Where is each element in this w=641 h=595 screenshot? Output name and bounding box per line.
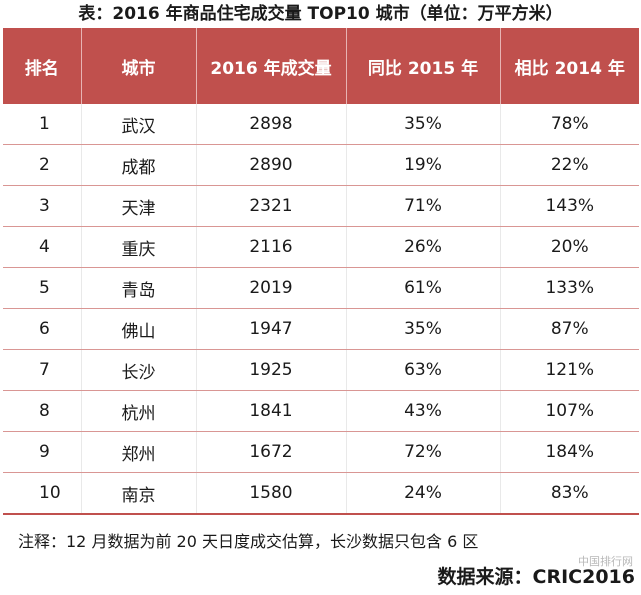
- cell-yoy-2015: 63%: [346, 349, 501, 391]
- cell-rank: 2: [3, 144, 82, 186]
- cell-vs-2014: 83%: [500, 472, 639, 515]
- cell-vs-2014: 87%: [500, 308, 639, 350]
- cell-city: 武汉: [81, 104, 197, 145]
- cell-yoy-2015: 24%: [346, 472, 501, 515]
- cell-rank: 7: [3, 349, 82, 391]
- cell-city: 长沙: [81, 349, 197, 391]
- footnote: 注释：12 月数据为前 20 天日度成交估算，长沙数据只包含 6 区: [18, 532, 479, 551]
- table-row: 7 长沙 1925 63% 121%: [3, 349, 639, 391]
- header-city: 城市: [81, 28, 197, 104]
- table-row: 5 青岛 2019 61% 133%: [3, 267, 639, 309]
- cell-volume: 2890: [196, 144, 347, 186]
- cell-rank: 3: [3, 185, 82, 227]
- table-row: 2 成都 2890 19% 22%: [3, 144, 639, 186]
- cell-vs-2014: 22%: [500, 144, 639, 186]
- table-row: 10 南京 1580 24% 83%: [3, 472, 639, 515]
- cell-yoy-2015: 19%: [346, 144, 501, 186]
- watermark: 中国排行网: [578, 555, 633, 568]
- header-volume-2016: 2016 年成交量: [196, 28, 347, 104]
- header-yoy-2015: 同比 2015 年: [346, 28, 501, 104]
- cell-rank: 8: [3, 390, 82, 432]
- cell-city: 重庆: [81, 226, 197, 268]
- cell-yoy-2015: 35%: [346, 308, 501, 350]
- cell-volume: 2116: [196, 226, 347, 268]
- cell-vs-2014: 107%: [500, 390, 639, 432]
- cell-yoy-2015: 26%: [346, 226, 501, 268]
- header-rank: 排名: [3, 28, 82, 104]
- cell-volume: 1672: [196, 431, 347, 473]
- cell-volume: 1580: [196, 472, 347, 515]
- table-title: 表：2016 年商品住宅成交量 TOP10 城市（单位：万平方米）: [78, 4, 563, 24]
- cell-yoy-2015: 35%: [346, 104, 501, 145]
- cell-city: 成都: [81, 144, 197, 186]
- cell-rank: 6: [3, 308, 82, 350]
- cell-vs-2014: 133%: [500, 267, 639, 309]
- cell-volume: 2321: [196, 185, 347, 227]
- cell-city: 天津: [81, 185, 197, 227]
- cell-city: 青岛: [81, 267, 197, 309]
- table-row: 8 杭州 1841 43% 107%: [3, 390, 639, 432]
- table-header-row: 排名 城市 2016 年成交量 同比 2015 年 相比 2014 年: [3, 28, 639, 104]
- cell-rank: 4: [3, 226, 82, 268]
- cell-city: 佛山: [81, 308, 197, 350]
- cell-volume: 1947: [196, 308, 347, 350]
- cell-rank: 9: [3, 431, 82, 473]
- cell-volume: 2898: [196, 104, 347, 145]
- table-row: 4 重庆 2116 26% 20%: [3, 226, 639, 268]
- table-row: 9 郑州 1672 72% 184%: [3, 431, 639, 473]
- table-row: 3 天津 2321 71% 143%: [3, 185, 639, 227]
- cell-volume: 1925: [196, 349, 347, 391]
- table-row: 1 武汉 2898 35% 78%: [3, 104, 639, 145]
- cell-rank: 5: [3, 267, 82, 309]
- cell-volume: 2019: [196, 267, 347, 309]
- cell-yoy-2015: 71%: [346, 185, 501, 227]
- table-row: 6 佛山 1947 35% 87%: [3, 308, 639, 350]
- cell-yoy-2015: 61%: [346, 267, 501, 309]
- cell-city: 南京: [81, 472, 197, 515]
- header-vs-2014: 相比 2014 年: [500, 28, 639, 104]
- cell-city: 杭州: [81, 390, 197, 432]
- cell-volume: 1841: [196, 390, 347, 432]
- cell-vs-2014: 20%: [500, 226, 639, 268]
- cell-vs-2014: 184%: [500, 431, 639, 473]
- data-source: 数据来源：CRIC2016: [437, 566, 635, 588]
- cell-rank: 10: [3, 472, 82, 515]
- cell-vs-2014: 78%: [500, 104, 639, 145]
- cell-yoy-2015: 72%: [346, 431, 501, 473]
- top10-table: 排名 城市 2016 年成交量 同比 2015 年 相比 2014 年 1 武汉…: [3, 28, 639, 515]
- cell-vs-2014: 121%: [500, 349, 639, 391]
- cell-rank: 1: [3, 104, 82, 145]
- cell-vs-2014: 143%: [500, 185, 639, 227]
- cell-yoy-2015: 43%: [346, 390, 501, 432]
- cell-city: 郑州: [81, 431, 197, 473]
